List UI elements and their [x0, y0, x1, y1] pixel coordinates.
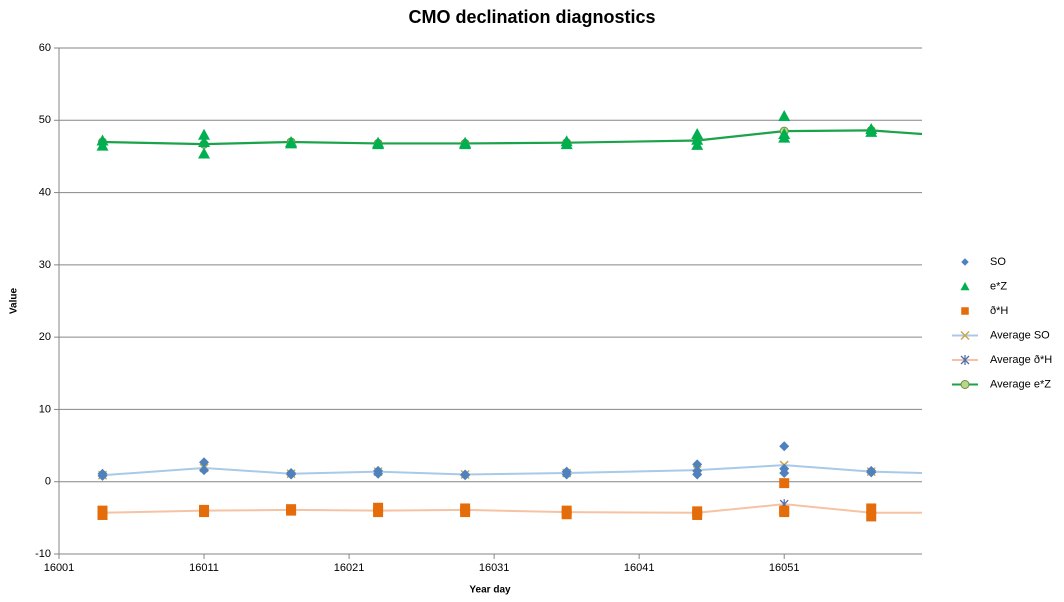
point [97, 470, 108, 481]
y-axis-label: Value [9, 288, 20, 315]
x-tick-label: 16041 [624, 562, 655, 574]
point [691, 138, 704, 150]
point [561, 509, 572, 520]
x-tick-label: 16001 [44, 562, 75, 574]
x-axis-label: Year day [469, 585, 511, 596]
legend-label: ð*H [990, 305, 1008, 317]
point [969, 508, 977, 518]
legend-marker [960, 355, 970, 365]
average-line [102, 503, 922, 514]
legend-marker [960, 380, 970, 389]
point [96, 139, 109, 151]
point [460, 470, 471, 481]
point [779, 478, 790, 489]
point [198, 128, 211, 140]
point [460, 507, 471, 518]
point [199, 457, 210, 468]
legend-marker [961, 258, 969, 266]
point [969, 470, 977, 478]
point [286, 469, 297, 480]
average-line [102, 464, 922, 477]
point [692, 469, 703, 480]
point [691, 128, 704, 140]
y-tick-label: 50 [39, 114, 51, 126]
point [779, 507, 790, 518]
point [199, 507, 210, 518]
point [779, 441, 790, 452]
point [866, 503, 877, 514]
point [459, 138, 472, 150]
x-tick-label: 16021 [334, 562, 365, 574]
y-tick-label: 0 [45, 476, 51, 488]
legend-marker [961, 307, 969, 315]
point [692, 509, 703, 520]
point [779, 468, 790, 479]
point [198, 135, 211, 147]
point [866, 467, 877, 478]
legend-label: e*Z [990, 280, 1007, 292]
y-tick-label: 30 [39, 259, 51, 271]
point [285, 137, 298, 149]
legend-label: Average ð*H [990, 354, 1052, 366]
point [199, 465, 210, 476]
legend-label: Average e*Z [990, 378, 1051, 390]
point [198, 147, 211, 159]
legend-marker [960, 282, 970, 291]
y-tick-label: 10 [39, 403, 51, 415]
point [373, 507, 384, 518]
y-tick-label: 60 [39, 42, 51, 54]
point [778, 109, 791, 121]
legend-label: Average SO [990, 329, 1050, 341]
point [286, 505, 297, 516]
point [560, 138, 573, 150]
point [561, 469, 572, 480]
point [969, 134, 977, 142]
chart-title: CMO declination diagnostics [408, 7, 655, 27]
y-tick-label: -10 [35, 548, 51, 560]
average-line [102, 129, 922, 146]
point [865, 125, 878, 137]
point [372, 138, 385, 150]
point [778, 131, 791, 143]
point [692, 459, 703, 470]
point [866, 511, 877, 522]
point [97, 509, 108, 520]
y-tick-label: 40 [39, 186, 51, 198]
plot-area [96, 109, 977, 522]
point [373, 468, 384, 479]
legend-label: SO [990, 256, 1006, 268]
x-tick-label: 16051 [769, 562, 800, 574]
legend-marker [960, 330, 970, 341]
y-tick-label: 20 [39, 331, 51, 343]
x-tick-label: 16031 [479, 562, 510, 574]
x-tick-label: 16011 [189, 562, 219, 574]
